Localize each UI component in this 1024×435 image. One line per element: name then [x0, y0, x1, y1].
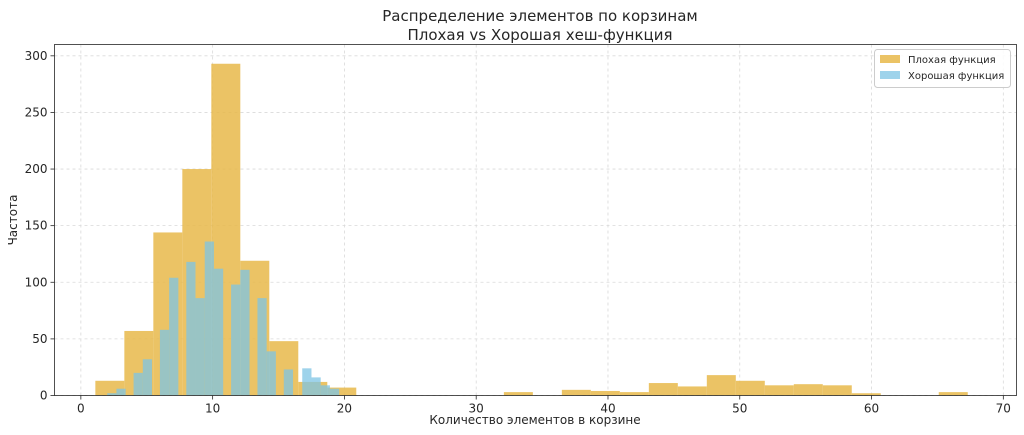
- histogram-bar: [764, 385, 794, 396]
- legend-swatch-bad: [880, 55, 900, 63]
- y-axis-ticks: 0 50 100 150 200 250 300: [25, 49, 55, 403]
- histogram-bar: [213, 268, 224, 396]
- histogram-bar: [320, 385, 330, 396]
- histogram-bar: [257, 298, 267, 396]
- histogram-bar: [116, 388, 126, 396]
- legend-swatch-good: [880, 71, 900, 79]
- series-bad-function: [95, 63, 968, 396]
- y-axis-label: Частота: [6, 195, 20, 246]
- histogram-bar: [329, 388, 340, 396]
- series-good-function: [107, 241, 340, 396]
- x-tick-label: 70: [996, 402, 1011, 416]
- y-tick-label: 250: [25, 105, 48, 119]
- histogram-bar: [851, 393, 881, 396]
- histogram-bar: [677, 386, 707, 396]
- histogram-bar: [735, 380, 765, 396]
- histogram-bar: [169, 277, 179, 396]
- histogram-bar: [793, 384, 823, 396]
- y-tick-label: 150: [25, 219, 48, 233]
- histogram-bar: [159, 329, 170, 396]
- legend-box: [874, 49, 1011, 88]
- x-tick-label: 0: [77, 402, 85, 416]
- histogram-bar: [204, 241, 214, 396]
- histogram-bar: [186, 261, 196, 396]
- y-tick-label: 100: [25, 275, 48, 289]
- plot-frame: [54, 44, 1017, 396]
- chart-title-line1: Распределение элементов по корзинам: [382, 7, 697, 25]
- histogram-bar: [266, 351, 276, 396]
- histogram-bar: [706, 375, 736, 396]
- histogram-bar: [302, 368, 312, 396]
- y-tick-label: 50: [32, 332, 47, 346]
- chart-title-line2: Плохая vs Хорошая хеш-функция: [407, 26, 672, 44]
- histogram-bar: [142, 359, 153, 396]
- histogram-bar: [503, 392, 533, 396]
- y-tick-label: 200: [25, 162, 48, 176]
- y-tick-label: 300: [25, 49, 48, 63]
- x-tick-label: 60: [864, 402, 879, 416]
- x-tick-label: 50: [732, 402, 747, 416]
- legend-label-good: Хорошая функция: [908, 71, 1004, 82]
- histogram-bar: [619, 392, 649, 396]
- histogram-bar: [822, 385, 852, 396]
- x-axis-ticks: 0 10 20 30 40 50 60 70: [77, 395, 1011, 416]
- x-tick-label: 40: [600, 402, 615, 416]
- legend: Плохая функция Хорошая функция: [874, 49, 1011, 88]
- x-tick-label: 20: [337, 402, 352, 416]
- x-tick-label: 30: [469, 402, 484, 416]
- histogram-bar: [195, 298, 205, 396]
- grid-lines: [54, 44, 1017, 396]
- histogram-bar: [327, 387, 357, 396]
- histogram-bar: [240, 269, 250, 396]
- x-axis-label: Количество элементов в корзине: [429, 413, 640, 427]
- histogram-bar: [231, 284, 241, 396]
- histogram-bar: [590, 390, 620, 396]
- histogram-bar: [133, 372, 143, 396]
- histogram-bar: [648, 383, 678, 396]
- histogram-bar: [107, 393, 117, 396]
- y-tick-label: 0: [40, 389, 48, 403]
- legend-label-bad: Плохая функция: [908, 55, 996, 66]
- histogram-bar: [283, 369, 294, 396]
- x-tick-label: 10: [205, 402, 220, 416]
- histogram-bar: [561, 389, 591, 396]
- histogram-bar: [311, 377, 321, 396]
- histogram-bar: [938, 392, 968, 396]
